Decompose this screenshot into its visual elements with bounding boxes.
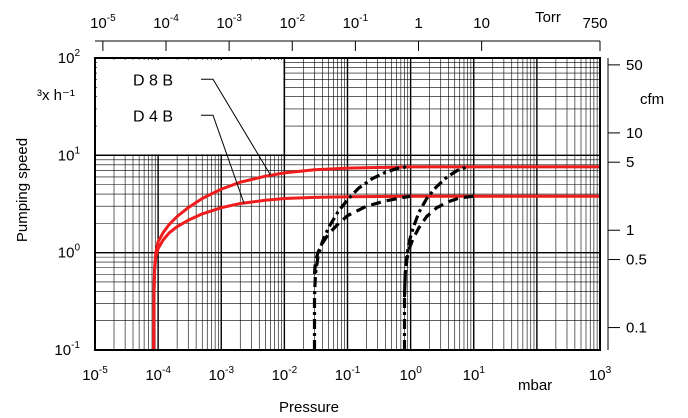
legend-box [97, 60, 284, 155]
top-axis-tick-label: 10 [473, 15, 490, 32]
right-axis-tick-label: 0.1 [626, 320, 647, 337]
top-axis-tick-label: 750 [582, 15, 607, 32]
x-tick-label: 10-4 [145, 365, 171, 384]
y-tick-label: 100 [58, 243, 81, 262]
plot-frame [94, 57, 601, 351]
axes-layer [94, 40, 620, 351]
x-tick-label: 10-3 [208, 365, 234, 384]
series-layer [152, 165, 600, 351]
right-axis-tick-label: 50 [626, 57, 643, 74]
x-tick-label: 103 [589, 365, 612, 384]
labels-layer: 50 10 5 1 0.5 0.1 cfm 10-5 10-4 10-3 10-2 10-1 1 10 75… [14, 9, 664, 416]
y-tick-label: 101 [58, 145, 81, 164]
x-tick-label: 10-2 [272, 365, 298, 384]
y-axis-unit: ³x h⁻¹ [37, 87, 75, 104]
right-axis-tick-label: 10 [626, 125, 643, 142]
series-line-1 [152, 194, 600, 351]
x-tick-label: 10-5 [82, 365, 108, 384]
right-axis-tick-label: 5 [626, 154, 634, 171]
top-axis-tick-label: 1 [414, 15, 422, 32]
legend-label: D 4 B [133, 108, 173, 125]
x-tick-label: 10-1 [335, 365, 361, 384]
top-axis-tick-label: 10-1 [343, 13, 369, 32]
top-axis-tick-label: 10-4 [153, 13, 179, 32]
right-axis-unit: cfm [640, 91, 664, 108]
legend-leader-line [201, 78, 271, 176]
series-line-2 [312, 165, 407, 350]
x-axis-title: Pressure [279, 399, 339, 416]
top-axis-unit: Torr [535, 9, 561, 26]
series-line-3 [312, 194, 411, 275]
right-axis-tick-label: 1 [626, 222, 634, 239]
y-tick-label: 102 [58, 48, 81, 67]
legend-label: D 8 B [133, 72, 173, 89]
y-axis-title: Pumping speed [14, 138, 31, 242]
series-line-5 [402, 194, 474, 298]
top-axis-tick-label: 10-3 [216, 13, 242, 32]
top-axis-tick-label: 10-2 [279, 13, 305, 32]
right-axis-tick-label: 0.5 [626, 252, 647, 269]
x-tick-label: 101 [463, 365, 486, 384]
y-tick-label: 10-1 [54, 340, 80, 359]
x-axis-unit: mbar [518, 377, 552, 394]
x-tick-label: 100 [400, 365, 423, 384]
legend-layer: D 8 B D 4 B [133, 72, 271, 204]
legend-leader-line [201, 114, 245, 204]
top-axis-tick-label: 10-5 [90, 13, 116, 32]
